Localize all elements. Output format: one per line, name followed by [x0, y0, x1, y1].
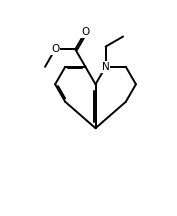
Text: O: O: [51, 44, 59, 54]
Text: N: N: [102, 62, 110, 72]
Text: O: O: [81, 27, 90, 37]
